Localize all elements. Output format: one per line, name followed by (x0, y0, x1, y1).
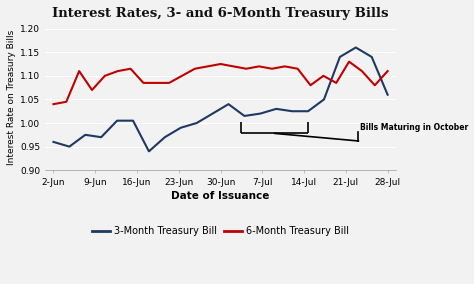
3-Month Treasury Bill (162, 135, 168, 139)
3-Month Treasury Bill (353, 46, 359, 49)
3-Month Treasury Bill (66, 145, 72, 148)
3-Month Treasury Bill (273, 107, 279, 110)
6-Month Treasury Bill (256, 65, 262, 68)
6-Month Treasury Bill (372, 83, 378, 87)
6-Month Treasury Bill (320, 74, 326, 78)
6-Month Treasury Bill (218, 62, 223, 66)
6-Month Treasury Bill (230, 65, 236, 68)
Text: Bills Maturing in October: Bills Maturing in October (360, 124, 469, 132)
6-Month Treasury Bill (308, 83, 313, 87)
6-Month Treasury Bill (166, 81, 172, 85)
6-Month Treasury Bill (269, 67, 275, 70)
6-Month Treasury Bill (192, 67, 198, 70)
3-Month Treasury Bill (242, 114, 247, 118)
6-Month Treasury Bill (64, 100, 69, 103)
6-Month Treasury Bill (128, 67, 133, 70)
6-Month Treasury Bill (282, 65, 288, 68)
Line: 3-Month Treasury Bill: 3-Month Treasury Bill (54, 47, 388, 151)
Line: 6-Month Treasury Bill: 6-Month Treasury Bill (54, 62, 388, 104)
3-Month Treasury Bill (226, 103, 231, 106)
6-Month Treasury Bill (205, 65, 210, 68)
Title: Interest Rates, 3- and 6-Month Treasury Bills: Interest Rates, 3- and 6-Month Treasury … (52, 7, 389, 20)
6-Month Treasury Bill (89, 88, 95, 92)
6-Month Treasury Bill (295, 67, 301, 70)
6-Month Treasury Bill (154, 81, 159, 85)
Legend: 3-Month Treasury Bill, 6-Month Treasury Bill: 3-Month Treasury Bill, 6-Month Treasury … (88, 222, 353, 240)
3-Month Treasury Bill (385, 93, 391, 96)
3-Month Treasury Bill (130, 119, 136, 122)
6-Month Treasury Bill (76, 69, 82, 73)
6-Month Treasury Bill (333, 81, 339, 85)
Y-axis label: Interest Rate on Treasury Bills: Interest Rate on Treasury Bills (7, 30, 16, 165)
3-Month Treasury Bill (289, 110, 295, 113)
6-Month Treasury Bill (51, 103, 56, 106)
3-Month Treasury Bill (210, 112, 215, 115)
6-Month Treasury Bill (359, 69, 365, 73)
3-Month Treasury Bill (305, 110, 311, 113)
3-Month Treasury Bill (321, 98, 327, 101)
X-axis label: Date of Issuance: Date of Issuance (171, 191, 270, 201)
6-Month Treasury Bill (385, 69, 391, 73)
3-Month Treasury Bill (178, 126, 183, 130)
3-Month Treasury Bill (82, 133, 88, 137)
3-Month Treasury Bill (194, 121, 200, 125)
6-Month Treasury Bill (102, 74, 108, 78)
3-Month Treasury Bill (337, 55, 343, 59)
6-Month Treasury Bill (179, 74, 185, 78)
3-Month Treasury Bill (114, 119, 120, 122)
6-Month Treasury Bill (244, 67, 249, 70)
3-Month Treasury Bill (51, 140, 56, 144)
3-Month Treasury Bill (146, 150, 152, 153)
6-Month Treasury Bill (141, 81, 146, 85)
3-Month Treasury Bill (257, 112, 263, 115)
6-Month Treasury Bill (346, 60, 352, 63)
3-Month Treasury Bill (98, 135, 104, 139)
6-Month Treasury Bill (115, 69, 120, 73)
3-Month Treasury Bill (369, 55, 374, 59)
